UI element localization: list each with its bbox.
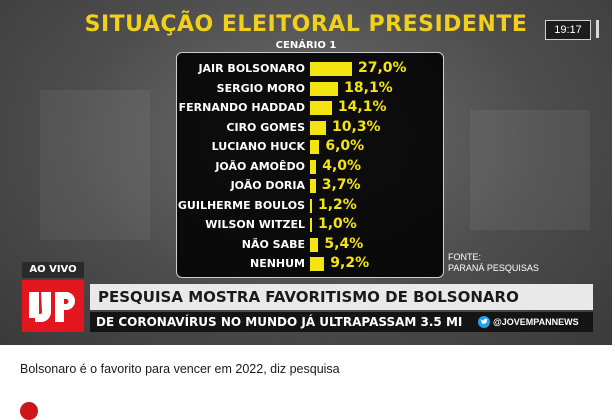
background-building-left	[40, 90, 150, 240]
source-avatar-icon[interactable]	[20, 402, 38, 420]
bar-value-label: 5,4%	[324, 235, 364, 252]
social-handle-box: @JOVEMPANNEWS	[474, 314, 583, 330]
bar-label: JAIR BOLSONARO	[198, 62, 305, 75]
social-handle: @JOVEMPANNEWS	[493, 317, 579, 327]
bar-value-label: 1,0%	[318, 216, 357, 232]
chart-panel: JAIR BOLSONARO 27,0% SERGIO MORO 18,1% FERNA…	[176, 52, 444, 278]
chart-subtitle: CENÁRIO 1	[275, 40, 337, 51]
headline-text: PESQUISA MOSTRA FAVORITISMO DE BOLSONARO	[98, 288, 519, 306]
bar	[310, 237, 319, 252]
bar	[310, 101, 332, 115]
bar-value-label: 1,2%	[318, 196, 357, 213]
clock-side-bar	[596, 20, 599, 38]
bar	[310, 218, 312, 232]
bar-value-label: 4,0%	[322, 157, 362, 174]
bar-label: LUCIANO HUCK	[211, 140, 305, 153]
bar-value-label: 9,2%	[330, 255, 370, 271]
source-name: PARANÁ PESQUISAS	[448, 263, 539, 273]
article-caption[interactable]: Bolsonaro é o favorito para vencer em 20…	[20, 362, 340, 376]
bar-label: SERGIO MORO	[216, 81, 305, 95]
bar-label: GUILHERME BOULOS	[177, 198, 305, 212]
bar	[310, 198, 312, 213]
bar	[310, 120, 327, 135]
bar-value-label: 27,0%	[358, 60, 407, 76]
source-note: FONTE: PARANÁ PESQUISAS	[448, 252, 539, 274]
bar-value-label: 14,1%	[337, 99, 387, 115]
bar	[310, 81, 339, 96]
bar-value-label: 18,1%	[344, 79, 393, 96]
headline-bar: PESQUISA MOSTRA FAVORITISMO DE BOLSONARO	[90, 284, 593, 310]
bar-label: CIRO GOMES	[226, 120, 305, 134]
ticker-text: DE CORONAVÍRUS NO MUNDO JÁ ULTRAPASSAM 3…	[96, 315, 463, 329]
bar-label: NÃO SABE	[241, 237, 305, 251]
bar	[310, 140, 320, 154]
bar-label: FERNANDO HADDAD	[178, 101, 305, 114]
twitter-bird-icon	[478, 316, 490, 328]
live-badge: AO VIVO	[22, 262, 84, 278]
ticker-bar: DE CORONAVÍRUS NO MUNDO JÁ ULTRAPASSAM 3…	[90, 312, 593, 332]
bar	[310, 159, 317, 174]
bar-value-label: 6,0%	[325, 138, 365, 154]
bar-label: JOÃO AMOÊDO	[215, 159, 305, 173]
background-building-right	[470, 110, 590, 230]
source-label: FONTE:	[448, 252, 481, 262]
bar	[310, 257, 325, 271]
bar-label: WILSON WITZEL	[205, 218, 305, 231]
chart-title: SITUAÇÃO ELEITORAL PRESIDENTE	[84, 12, 528, 37]
video-frame: SITUAÇÃO ELEITORAL PRESIDENTE 19:17 CENÁ…	[0, 0, 612, 345]
bar	[310, 179, 316, 193]
broadcast-clock: 19:17	[545, 20, 591, 40]
bar-label: JOÃO DORIA	[230, 179, 305, 192]
bar-value-label: 10,3%	[332, 118, 381, 135]
jp-logo-icon	[22, 280, 84, 332]
bar-label: NENHUM	[249, 257, 305, 270]
bar-value-label: 3,7%	[321, 177, 361, 193]
bar	[310, 62, 352, 76]
